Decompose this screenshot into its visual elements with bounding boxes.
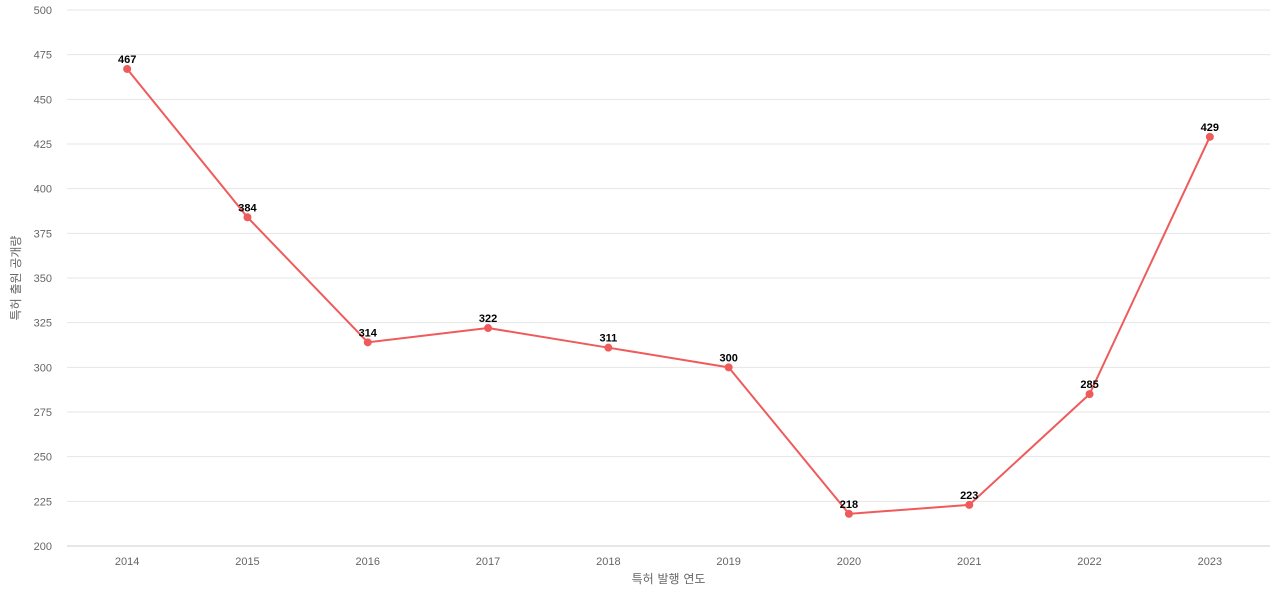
x-tick-label: 2016 <box>356 556 380 568</box>
data-label: 223 <box>960 490 978 502</box>
y-tick-label: 450 <box>34 94 52 106</box>
y-axis-ticks: 200 225 250 275 300 325 350 375 400 425 450 475 500 <box>34 5 52 553</box>
data-point[interactable] <box>844 509 853 518</box>
y-tick-label: 400 <box>34 184 52 196</box>
data-point[interactable] <box>1205 132 1214 141</box>
x-tick-label: 2015 <box>235 556 259 568</box>
data-point[interactable] <box>1085 390 1094 399</box>
y-tick-label: 425 <box>34 139 52 151</box>
y-tick-label: 350 <box>34 273 52 285</box>
data-label: 429 <box>1201 122 1219 134</box>
x-tick-label: 2014 <box>115 556 139 568</box>
data-label: 311 <box>599 333 617 345</box>
data-point[interactable] <box>604 343 613 352</box>
data-point[interactable] <box>123 64 132 73</box>
data-label: 218 <box>840 499 858 511</box>
y-tick-label: 375 <box>34 228 52 240</box>
x-axis-title: 특허 발행 연도 <box>632 571 706 586</box>
data-point[interactable] <box>965 500 974 509</box>
x-tick-label: 2022 <box>1077 556 1101 568</box>
y-tick-label: 500 <box>34 5 52 17</box>
data-label: 467 <box>118 54 136 66</box>
y-tick-label: 475 <box>34 50 52 62</box>
y-tick-label: 275 <box>34 407 52 419</box>
x-axis-ticks: 2014 2015 2016 2017 2018 2019 2020 2021 2022 2023 <box>115 556 1222 568</box>
y-tick-label: 325 <box>34 318 52 330</box>
series-group <box>123 64 1214 518</box>
y-axis-title: 특허 출원 공개량 <box>9 236 23 321</box>
series-line <box>126 68 1211 515</box>
y-tick-label: 200 <box>34 541 52 553</box>
data-label: 300 <box>719 352 737 364</box>
data-point[interactable] <box>243 213 252 222</box>
data-labels: 467 384 314 322 311 300 218 223 285 429 <box>118 54 1219 511</box>
gridlines <box>67 9 1270 502</box>
x-tick-label: 2019 <box>716 556 740 568</box>
data-label: 322 <box>479 313 497 325</box>
data-point[interactable] <box>724 363 733 372</box>
data-point[interactable] <box>363 338 372 347</box>
y-tick-label: 250 <box>34 452 52 464</box>
y-tick-label: 225 <box>34 496 52 508</box>
data-label: 314 <box>359 327 378 339</box>
x-tick-label: 2020 <box>837 556 861 568</box>
x-tick-label: 2017 <box>476 556 500 568</box>
data-label: 285 <box>1080 379 1098 391</box>
data-point[interactable] <box>484 324 493 333</box>
y-tick-label: 300 <box>34 362 52 374</box>
data-label: 384 <box>238 202 257 214</box>
x-tick-label: 2023 <box>1198 556 1222 568</box>
x-tick-label: 2018 <box>596 556 620 568</box>
x-tick-label: 2021 <box>957 556 981 568</box>
